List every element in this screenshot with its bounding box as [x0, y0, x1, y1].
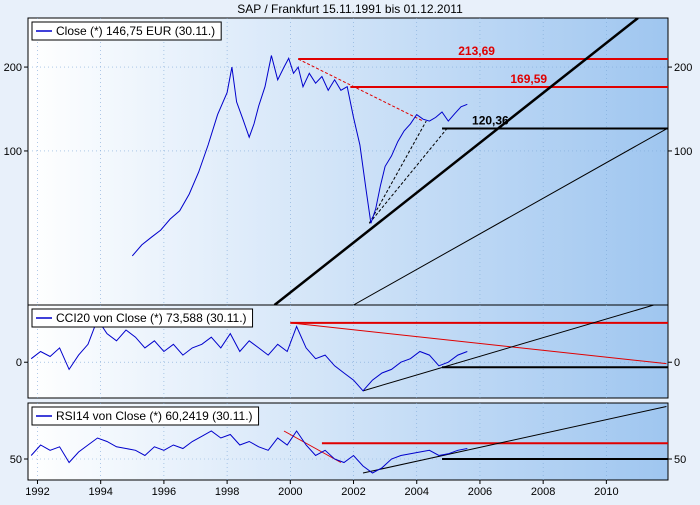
xtick-label: 2004 — [404, 486, 428, 498]
panel-price — [27, 17, 669, 306]
ytick-label-left-price: 100 — [4, 146, 22, 158]
xtick-label: 1996 — [152, 486, 176, 498]
ytick-label-left-rsi: 50 — [10, 454, 22, 466]
xtick-label: 2008 — [531, 486, 555, 498]
series-line-price — [131, 55, 468, 257]
rsi-uptrend — [362, 406, 667, 474]
cci-uptrend — [362, 305, 654, 392]
legend-label-cci: CCI20 von Close (*) 73,588 (30.11.) — [56, 311, 247, 325]
xtick-label: 2000 — [278, 486, 302, 498]
ytick-label-left-cci: 0 — [16, 357, 22, 369]
chart-title: SAP / Frankfurt 15.11.1991 bis 01.12.201… — [237, 2, 463, 16]
legend-label-rsi: RSI14 von Close (*) 60,2419 (30.11.) — [56, 409, 253, 423]
ytick-label-right-price: 100 — [674, 146, 692, 158]
series-line-cci — [30, 318, 468, 392]
trend-line-minor — [353, 128, 667, 305]
trend-line-dashed-1 — [368, 120, 427, 224]
xtick-label: 2010 — [594, 486, 618, 498]
ytick-label-right-price: 200 — [674, 62, 692, 74]
level-label: 169,59 — [510, 72, 547, 86]
xtick-label: 1994 — [88, 486, 112, 498]
xtick-label: 1998 — [215, 486, 239, 498]
legend-box-rsi — [31, 406, 260, 426]
legend-cci: CCI20 von Close (*) 73,588 (30.11.) — [31, 308, 254, 328]
legend-label-price: Close (*) 146,75 EUR (30.11.) — [56, 24, 215, 38]
xtick-label: 1992 — [25, 486, 49, 498]
trend-line-dashed-2 — [368, 126, 449, 224]
ytick-label-right-rsi: 50 — [674, 454, 686, 466]
series-line-rsi — [30, 430, 468, 474]
level-label: 213,69 — [458, 44, 495, 58]
level-label: 120,36 — [472, 114, 509, 128]
trend-line-dashed-red — [297, 58, 424, 122]
xtick-label: 2006 — [468, 486, 492, 498]
legend-box-price — [31, 21, 222, 41]
legend-rsi: RSI14 von Close (*) 60,2419 (30.11.) — [31, 406, 260, 426]
cci-downtrend — [290, 322, 667, 365]
ytick-label-right-cci: 0 — [674, 357, 680, 369]
xtick-label: 2002 — [341, 486, 365, 498]
legend-box-cci — [31, 308, 254, 328]
ytick-label-left-price: 200 — [4, 62, 22, 74]
legend-price: Close (*) 146,75 EUR (30.11.) — [31, 21, 222, 41]
trend-line-major — [273, 18, 639, 305]
